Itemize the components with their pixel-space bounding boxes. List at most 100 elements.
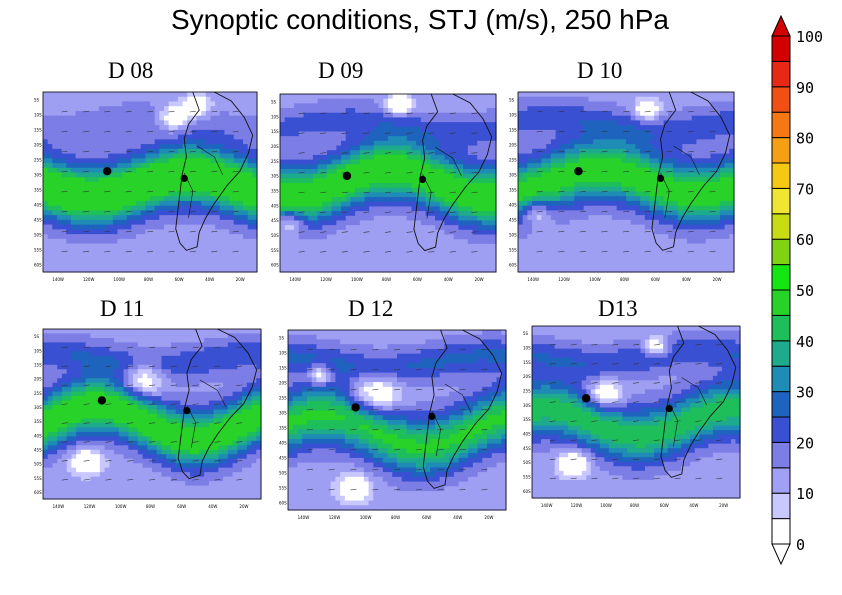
lat-tick-label: 25S bbox=[279, 396, 287, 401]
lon-tick-label: 140W bbox=[52, 277, 64, 282]
lat-tick-label: 25S bbox=[34, 158, 42, 163]
map-panel-d09: 5S 10S 15S 20S 25S 30S 35S 40S 45S 50S 55S 60S 140W 1… bbox=[270, 88, 500, 284]
map-frame bbox=[42, 328, 262, 500]
south-america-coastline bbox=[175, 91, 254, 251]
colorbar-tick-label: 10 bbox=[796, 485, 814, 503]
lat-tick-label: 10S bbox=[34, 113, 42, 118]
colorbar-swatch bbox=[771, 416, 791, 443]
wind-vectors bbox=[298, 112, 478, 253]
lat-tick-label: 35S bbox=[523, 417, 531, 422]
lat-tick-label: 15S bbox=[279, 366, 287, 371]
lat-tick-label: 5S bbox=[509, 98, 515, 103]
lon-tick-label: 20W bbox=[475, 277, 484, 282]
lon-tick-label: 20W bbox=[236, 277, 245, 282]
lat-tick-label: 40S bbox=[509, 203, 517, 208]
colorbar-swatch bbox=[771, 441, 791, 469]
lon-tick-label: 100W bbox=[113, 277, 125, 282]
colorbar-swatch bbox=[771, 137, 791, 164]
lon-tick-label: 120W bbox=[84, 504, 96, 509]
lon-tick-label: 80W bbox=[146, 504, 155, 509]
lat-tick-label: 20S bbox=[509, 143, 517, 148]
colorbar-swatch bbox=[771, 86, 791, 113]
lat-tick-label: 50S bbox=[509, 233, 517, 238]
location-marker-ocean bbox=[97, 396, 107, 405]
lat-tick-label: 60S bbox=[523, 489, 531, 494]
lat-tick-label: 35S bbox=[271, 188, 279, 193]
lon-tick-label: 20W bbox=[239, 504, 248, 509]
lat-tick-label: 45S bbox=[523, 446, 531, 451]
lat-tick-label: 25S bbox=[34, 391, 42, 396]
lat-tick-label: 30S bbox=[271, 174, 279, 179]
wind-vectors bbox=[61, 110, 239, 253]
colorbar-tick-label: 100 bbox=[796, 28, 823, 46]
map-svg: 5S 10S 15S 20S 25S 30S 35S 40S 45S 50S 55S 60S 140W 1… bbox=[523, 325, 741, 508]
lat-tick-label: 50S bbox=[34, 462, 42, 467]
lon-tick-label: 80W bbox=[630, 503, 639, 508]
lat-tick-label: 20S bbox=[34, 143, 42, 148]
lat-tick-label: 40S bbox=[34, 433, 42, 438]
lon-tick-label: 140W bbox=[53, 504, 65, 509]
lon-tick-label: 80W bbox=[144, 277, 153, 282]
map-frame bbox=[279, 93, 497, 273]
wind-speed-field bbox=[280, 94, 497, 273]
lon-tick-label: 120W bbox=[558, 277, 570, 282]
lat-tick-label: 60S bbox=[271, 263, 279, 268]
lat-tick-label: 30S bbox=[509, 173, 517, 178]
lat-tick-label: 5S bbox=[34, 98, 40, 103]
lat-tick-label: 35S bbox=[279, 426, 287, 431]
colorbar-swatch bbox=[771, 238, 791, 266]
location-marker-coast bbox=[428, 412, 436, 420]
colorbar-tick-label: 30 bbox=[796, 384, 814, 402]
lat-tick-label: 10S bbox=[34, 348, 42, 353]
map-frame bbox=[531, 325, 741, 499]
colorbar-tick-label: 80 bbox=[796, 130, 814, 148]
lat-tick-label: 15S bbox=[523, 360, 531, 365]
lat-tick-label: 45S bbox=[279, 456, 287, 461]
colorbar-swatch bbox=[771, 492, 791, 520]
lat-tick-label: 40S bbox=[271, 203, 279, 208]
lon-tick-label: 140W bbox=[527, 277, 539, 282]
lat-tick-label: 25S bbox=[271, 159, 279, 164]
lon-tick-label: 120W bbox=[320, 277, 332, 282]
lat-tick-label: 30S bbox=[34, 173, 42, 178]
map-svg: 5S 10S 15S 20S 25S 30S 35S 40S 45S 50S 55S 60S 140W 1… bbox=[34, 328, 262, 509]
panel-label-d12: D 12 bbox=[348, 296, 394, 321]
lon-tick-label: 140W bbox=[541, 503, 553, 508]
lat-tick-label: 55S bbox=[34, 248, 42, 253]
country-border bbox=[199, 379, 227, 408]
lat-tick-label: 45S bbox=[34, 218, 42, 223]
panel-label-d08: D 08 bbox=[108, 58, 154, 83]
lon-tick-label: 60W bbox=[413, 277, 422, 282]
lon-tick-label: 20W bbox=[719, 503, 728, 508]
colorbar-tick-label: 0 bbox=[796, 536, 805, 554]
colorbar-tick-label: 20 bbox=[796, 434, 814, 452]
wind-speed-field bbox=[518, 92, 735, 273]
colorbar-tick-label: 90 bbox=[796, 79, 814, 97]
lat-tick-label: 5S bbox=[279, 336, 285, 341]
lat-tick-label: 10S bbox=[523, 346, 531, 351]
colorbar-swatch bbox=[771, 213, 791, 240]
panel-label-d09: D 09 bbox=[318, 58, 364, 83]
lon-tick-label: 120W bbox=[571, 503, 583, 508]
map-panel-d11: 5S 10S 15S 20S 25S 30S 35S 40S 45S 50S 55S 60S 140W 1… bbox=[33, 323, 265, 511]
location-marker-coast bbox=[656, 174, 665, 182]
colorbar-swatch bbox=[771, 289, 791, 316]
map-frame bbox=[42, 91, 258, 273]
lat-tick-label: 10S bbox=[509, 113, 517, 118]
lat-tick-label: 40S bbox=[523, 432, 531, 437]
south-america-coastline bbox=[177, 328, 258, 480]
lat-tick-label: 5S bbox=[271, 99, 277, 104]
colorbar-swatch bbox=[771, 314, 791, 342]
colorbar-legend: 100 90 80 70 60 50 40 30 20 10 0 bbox=[768, 14, 838, 581]
colorbar-swatch bbox=[771, 365, 791, 393]
lat-tick-label: 55S bbox=[279, 486, 287, 491]
location-marker-ocean bbox=[351, 403, 360, 412]
lat-tick-label: 15S bbox=[34, 362, 42, 367]
colorbar-swatch bbox=[771, 340, 791, 367]
location-marker-coast bbox=[665, 404, 673, 413]
location-marker-ocean bbox=[103, 167, 112, 176]
colorbar-swatch bbox=[771, 518, 791, 545]
lat-tick-label: 20S bbox=[279, 381, 287, 386]
lat-tick-label: 15S bbox=[34, 128, 42, 133]
